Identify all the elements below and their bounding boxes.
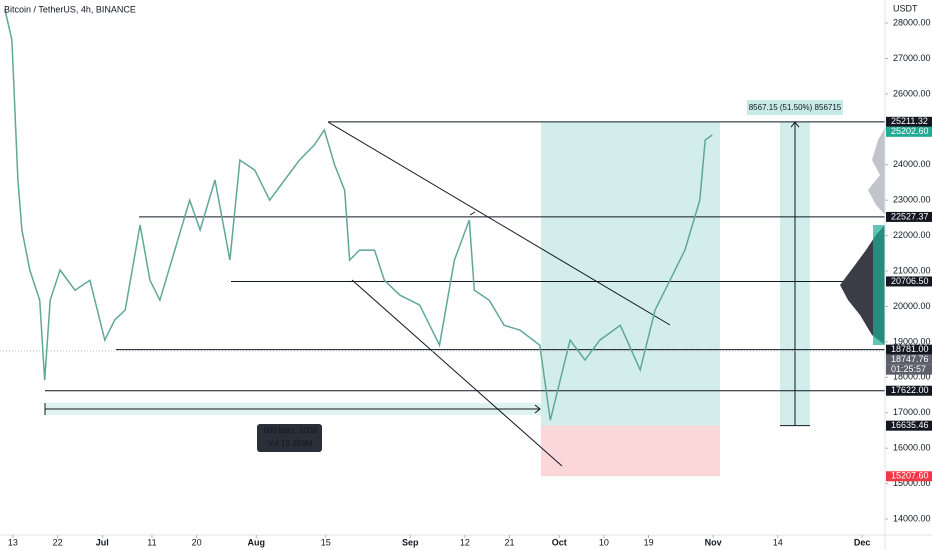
x-tick-label: Sep: [402, 537, 419, 547]
price-tag-bg: [886, 385, 932, 396]
price-tag-label: 22527.37: [891, 211, 929, 221]
price-tag-label: 16635.46: [891, 420, 929, 430]
date-range-label-bg: [257, 424, 322, 452]
y-tick-label: 27000.00: [893, 53, 931, 63]
price-tag: 25211.32: [886, 116, 932, 127]
volume-profile: [868, 128, 885, 215]
y-tick-label: 21000.00: [893, 265, 931, 275]
countdown: 01:25:57: [891, 364, 926, 374]
y-tick-label: 19000.00: [893, 336, 931, 346]
price-tag: 15207.60: [886, 471, 932, 482]
price-tag: 17622.00: [886, 385, 932, 396]
price-tag-bg: [886, 471, 932, 482]
y-tick-label: 22000.00: [893, 230, 931, 240]
y-tick-label: 20000.00: [893, 301, 931, 311]
price-tag: 18781.00: [886, 344, 932, 355]
price-tag-bg: [886, 276, 932, 287]
trend-line: [469, 211, 476, 216]
date-range-bars: 600 bars, 100d: [263, 426, 316, 435]
x-tick-label: 12: [460, 537, 470, 547]
x-tick-label: Dec: [854, 537, 871, 547]
y-tick-label: 16000.00: [893, 443, 931, 453]
x-tick-label: 20: [192, 537, 202, 547]
profit-zone: [541, 122, 720, 426]
x-tick-label: 11: [147, 537, 156, 547]
x-tick-label: Aug: [248, 537, 266, 547]
price-tag: 22527.37: [886, 211, 932, 222]
x-tick-label: 10: [599, 537, 609, 547]
price-tag-bg: [886, 211, 932, 222]
y-tick-label: 15000.00: [893, 478, 931, 488]
x-tick-label: 19: [644, 537, 654, 547]
measure-label: 8567.15 (51.50%) 856715: [749, 103, 842, 112]
y-tick-label: 14000.00: [893, 513, 931, 523]
x-tick-label: Oct: [552, 537, 567, 547]
price-tag-bg: [886, 354, 932, 365]
price-tag-label: 17622.00: [891, 385, 929, 395]
y-tick-label: 26000.00: [893, 88, 931, 98]
price-tag-label: 20706.50: [891, 276, 929, 286]
y-tick-label: 17000.00: [893, 407, 931, 417]
price-tag: 25202.60: [886, 126, 932, 137]
price-tag: 20706.50: [886, 276, 932, 287]
x-tick-label: 21: [505, 537, 515, 547]
y-tick-label: 28000.00: [893, 17, 931, 27]
price-tag-label: 18747.76: [891, 354, 929, 364]
loss-zone: [541, 425, 720, 477]
x-tick-label: 22: [53, 537, 63, 547]
x-tick-label: Jul: [96, 537, 109, 547]
plot-area: 8567.15 (51.50%) 856715 600 bars, 100d Vol…: [0, 9, 885, 477]
price-tag-bg: [886, 126, 932, 137]
measure-label-bg: [747, 100, 843, 115]
price-tag-bg: [886, 420, 932, 431]
price-tag-label: 25202.60: [891, 126, 929, 136]
price-tag-bg: [886, 116, 932, 127]
trend-line: [351, 279, 563, 467]
trend-line: [327, 121, 671, 326]
y-tick-label: 23000.00: [893, 195, 931, 205]
y-tick-label: 18000.00: [893, 372, 931, 382]
date-range-arrow: [534, 404, 541, 414]
chart-title: Bitcoin / TetherUS, 4h, BINANCE: [4, 4, 136, 14]
price-tag-label: 18781.00: [891, 344, 929, 354]
price-tag: 16635.46: [886, 420, 932, 431]
price-tag-label: 25211.32: [891, 116, 928, 126]
currency: USDT: [893, 3, 918, 13]
x-tick-label: 13: [8, 537, 18, 547]
x-tick-label: 14: [773, 537, 783, 547]
x-tick-label: 15: [321, 537, 331, 547]
price-tag-label: 15207.60: [891, 471, 929, 481]
date-range-volume: Vol 19.258M: [268, 439, 313, 448]
volume-profile-value-area: [873, 225, 885, 345]
y-tick-label: 24000.00: [893, 159, 931, 169]
price-line: [4, 9, 713, 421]
x-tick-label: Nov: [705, 537, 722, 547]
countdown-bg: [886, 364, 932, 375]
price-tag-bg: [886, 344, 932, 355]
